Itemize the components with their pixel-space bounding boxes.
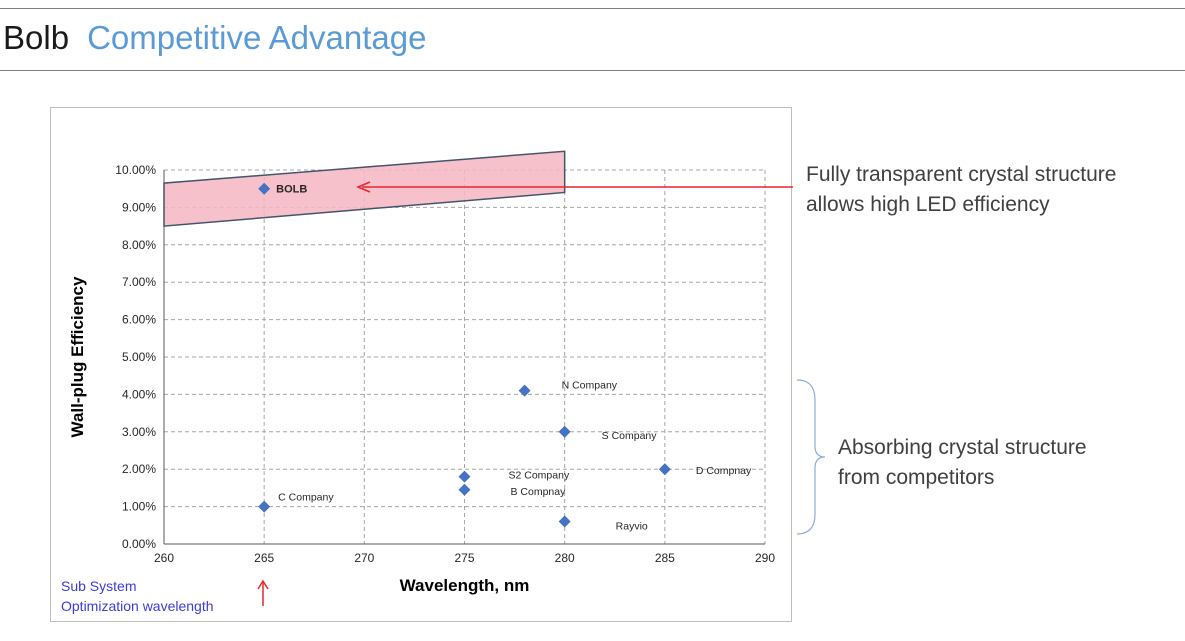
header-top-rule bbox=[0, 8, 1185, 9]
data-point bbox=[518, 384, 531, 397]
subsystem-arrow bbox=[257, 579, 269, 606]
data-point bbox=[658, 463, 671, 476]
x-tick-label: 280 bbox=[555, 551, 575, 565]
chart-frame: 260 265 270 275 280 285 290 0.00% 1.00% 2.00% 3.00… bbox=[50, 107, 792, 622]
annotation-transparent: Fully transparent crystal structure allo… bbox=[806, 160, 1176, 220]
x-tick-label: 275 bbox=[454, 551, 474, 565]
y-tick-label: 3.00% bbox=[122, 425, 156, 439]
header-bottom-rule bbox=[0, 70, 1185, 71]
data-point bbox=[458, 470, 471, 483]
data-label: Rayvio bbox=[616, 521, 648, 533]
data-point bbox=[258, 500, 271, 513]
annotation-line: from competitors bbox=[838, 466, 995, 489]
annotation-line: allows high LED efficiency bbox=[806, 193, 1050, 216]
y-tick-label: 8.00% bbox=[122, 238, 156, 252]
data-point bbox=[458, 483, 471, 496]
data-point bbox=[258, 182, 271, 195]
x-tick-label: 270 bbox=[354, 551, 374, 565]
data-label: D Compnay bbox=[696, 465, 752, 477]
y-tick-label: 10.00% bbox=[115, 163, 156, 177]
data-label: S Company bbox=[602, 430, 658, 442]
subsystem-note: Sub System Optimization wavelength bbox=[61, 576, 214, 616]
brand-name: Bolb bbox=[3, 19, 70, 56]
bracket bbox=[796, 379, 826, 535]
scatter-chart: 260 265 270 275 280 285 290 0.00% 1.00% 2.00% 3.00… bbox=[68, 150, 775, 595]
data-label: N Company bbox=[562, 380, 618, 392]
data-label: B Compnay bbox=[511, 486, 567, 498]
annotation-absorbing: Absorbing crystal structure from competi… bbox=[838, 433, 1168, 493]
y-tick-label: 5.00% bbox=[122, 350, 156, 364]
y-tick-label: 7.00% bbox=[122, 275, 156, 289]
x-axis-label: Wavelength, nm bbox=[400, 576, 530, 595]
data-point bbox=[558, 425, 571, 438]
y-tick-label: 0.00% bbox=[122, 537, 156, 551]
page-title: Bolb Competitive Advantage bbox=[3, 18, 426, 58]
x-tick-label: 290 bbox=[755, 551, 775, 565]
data-point bbox=[558, 515, 571, 528]
data-label: BOLB bbox=[276, 184, 307, 196]
y-axis-label: Wall-plug Efficiency bbox=[68, 276, 87, 437]
y-tick-label: 4.00% bbox=[122, 387, 156, 401]
subsystem-line: Sub System bbox=[61, 578, 137, 594]
x-tick-label: 285 bbox=[655, 551, 675, 565]
subsystem-line: Optimization wavelength bbox=[61, 598, 214, 614]
x-tick-label: 260 bbox=[154, 551, 174, 565]
y-tick-label: 2.00% bbox=[122, 462, 156, 476]
annotation-line: Fully transparent crystal structure bbox=[806, 163, 1117, 186]
annotation-line: Absorbing crystal structure bbox=[838, 436, 1087, 459]
data-label: C Company bbox=[278, 492, 334, 504]
y-tick-label: 1.00% bbox=[122, 500, 156, 514]
x-tick-label: 265 bbox=[254, 551, 274, 565]
y-tick-label: 6.00% bbox=[122, 313, 156, 327]
section-title: Competitive Advantage bbox=[87, 19, 427, 56]
y-tick-label: 9.00% bbox=[122, 200, 156, 214]
data-label: S2 Company bbox=[509, 470, 570, 482]
